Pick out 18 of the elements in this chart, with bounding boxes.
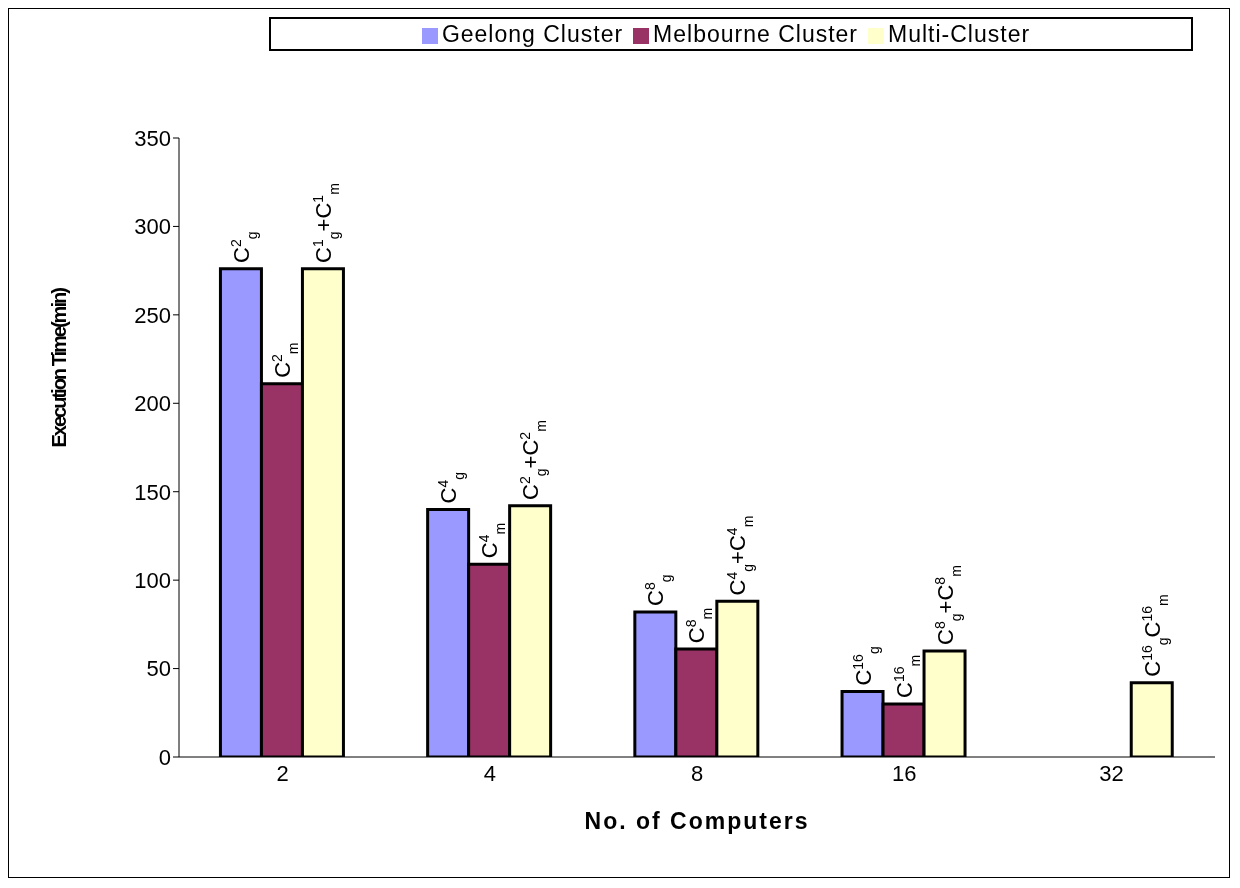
y-tick-label: 200 [134, 391, 171, 417]
y-tick-label: 250 [134, 302, 171, 328]
y-tick-label: 350 [134, 125, 171, 151]
y-tick-label: 100 [134, 567, 171, 593]
x-tick-label: 32 [1099, 760, 1124, 786]
legend-label: Multi-Cluster [888, 21, 1031, 47]
y-tick-label: 150 [134, 479, 171, 505]
x-tick-label: 4 [483, 760, 496, 786]
x-tick-label: 8 [690, 760, 704, 786]
y-axis-title: Execution Time(min) [48, 287, 71, 448]
y-tick-label: 300 [134, 214, 171, 240]
x-tick-label: 16 [891, 760, 917, 786]
legend-label: Geelong Cluster [441, 21, 624, 47]
x-tick-label: 2 [276, 760, 289, 786]
y-tick-label: 50 [146, 656, 171, 682]
legend-label: Melbourne Cluster [653, 21, 859, 47]
y-tick-label: 0 [158, 744, 171, 770]
x-axis-title: No. of Computers [584, 808, 810, 834]
